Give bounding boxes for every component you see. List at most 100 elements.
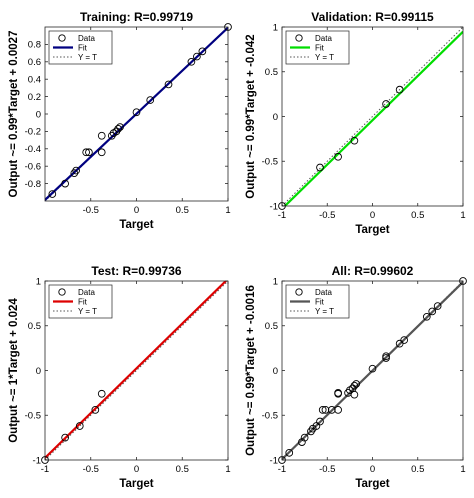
x-tick-label: 1: [225, 205, 230, 216]
data-point: [352, 380, 361, 388]
data-point: [433, 302, 442, 310]
identity-line: [45, 281, 228, 460]
legend-label-data: Data: [78, 288, 95, 297]
legend-label-identity: Y = T: [78, 53, 97, 62]
data-point: [116, 123, 124, 131]
legend-label-fit: Fit: [78, 298, 88, 307]
data-point: [187, 57, 196, 66]
y-tick-label: 0.2: [28, 92, 41, 103]
data-point: [132, 108, 141, 117]
y-axis-label: Output ~= 1*Target + 0.024: [8, 298, 20, 443]
legend-label-identity: Y = T: [78, 307, 97, 316]
subplot-1: -0.5 0 0.5 1 -0.8 -0.6 -0.4 -0.2 0 0.2 0.4 0.6 0.8 Tr…: [8, 10, 232, 231]
data-point: [316, 163, 324, 172]
data-point: [334, 152, 342, 161]
y-tick-label: 0: [36, 366, 41, 377]
data-point: [422, 312, 431, 321]
y-tick-label: 1: [36, 276, 41, 287]
x-axis-label: Target: [355, 224, 389, 236]
y-tick-label: -0.2: [25, 127, 41, 138]
y-axis-label: Output ~= 0.99*Target + 0.0027: [8, 31, 20, 198]
x-tick-label: -0.5: [319, 464, 335, 475]
data-point: [395, 85, 404, 94]
data-point: [428, 307, 437, 316]
y-tick-label: 1: [273, 276, 278, 287]
fit-line: [45, 281, 228, 459]
data-point: [321, 406, 330, 414]
y-tick-label: 0.5: [265, 67, 278, 78]
y-tick-label: 0: [273, 366, 278, 377]
x-tick-label: 1: [225, 464, 230, 475]
x-tick-label: 0.5: [411, 464, 424, 475]
y-tick-label: -1: [270, 455, 278, 466]
fit-line: [282, 281, 463, 460]
data-point: [382, 100, 390, 108]
legend-label-data: Data: [315, 34, 332, 43]
legend-label-data: Data: [315, 288, 332, 297]
y-tick-label: 1: [273, 22, 278, 33]
x-tick-label: 0: [370, 210, 375, 221]
data-point: [107, 131, 116, 140]
fit-line: [283, 30, 463, 206]
data-point: [193, 52, 201, 61]
x-tick-label: 1: [460, 464, 465, 475]
y-tick-label: -0.5: [262, 411, 278, 422]
subplot-4: -1 -0.5 0 0.5 1 -1 -0.5 0 0.5 1 All: R=0.99602 Targ…: [245, 264, 467, 490]
y-tick-label: -1: [270, 201, 278, 212]
legend-label-fit: Fit: [315, 298, 325, 307]
x-tick-label: -1: [278, 210, 286, 221]
x-axis-label: Target: [355, 478, 389, 490]
legend-data-marker: [58, 34, 66, 42]
legend-data-marker: [295, 288, 303, 296]
legend-label-identity: Y = T: [315, 307, 334, 316]
data-point: [48, 190, 57, 198]
x-tick-label: -1: [41, 464, 49, 475]
subplot-2: -1 -0.5 0 0.5 1 -1 -0.5 0 0.5 1 Validation: R=0.99…: [245, 10, 466, 236]
x-tick-label: -0.5: [319, 210, 335, 221]
y-axis-label: Output ~= 0.99*Target + -0.042: [245, 34, 257, 198]
legend-label-fit: Fit: [315, 44, 325, 53]
data-point: [97, 131, 106, 140]
x-axis-label: Target: [119, 478, 153, 490]
data-point: [114, 124, 123, 133]
y-tick-label: -0.5: [25, 411, 41, 422]
chart-title: Test: R=0.99736: [91, 264, 181, 278]
data-point: [70, 169, 79, 178]
y-tick-label: -0.5: [262, 157, 278, 168]
legend-data-marker: [58, 288, 66, 296]
y-tick-label: 0.6: [28, 57, 41, 68]
y-tick-label: -1: [33, 455, 41, 466]
legend-label-identity: Y = T: [315, 53, 334, 62]
data-point: [198, 47, 207, 56]
data-point: [400, 336, 409, 344]
data-point: [318, 406, 327, 414]
legend-data-marker: [295, 34, 303, 42]
y-tick-label: -0.4: [25, 144, 41, 155]
x-tick-label: -0.5: [83, 464, 99, 475]
data-point: [97, 148, 106, 157]
legend-label-data: Data: [78, 34, 95, 43]
x-tick-label: 0: [134, 205, 139, 216]
data-point: [334, 406, 342, 414]
x-tick-label: -1: [278, 464, 286, 475]
chart-title: All: R=0.99602: [332, 264, 414, 278]
data-point: [91, 406, 100, 414]
data-point: [61, 179, 69, 188]
data-point: [350, 390, 359, 399]
x-tick-label: 0: [370, 464, 375, 475]
data-point: [368, 364, 377, 373]
data-point: [334, 389, 342, 397]
data-point: [82, 148, 91, 157]
data-point: [382, 352, 390, 361]
x-tick-label: 1: [460, 210, 465, 221]
chart-title: Training: R=0.99719: [80, 10, 193, 24]
x-tick-label: -0.5: [83, 205, 99, 216]
x-axis-label: Target: [119, 219, 153, 231]
data-point: [75, 422, 84, 430]
legend-label-fit: Fit: [78, 44, 88, 53]
data-point: [72, 166, 80, 175]
